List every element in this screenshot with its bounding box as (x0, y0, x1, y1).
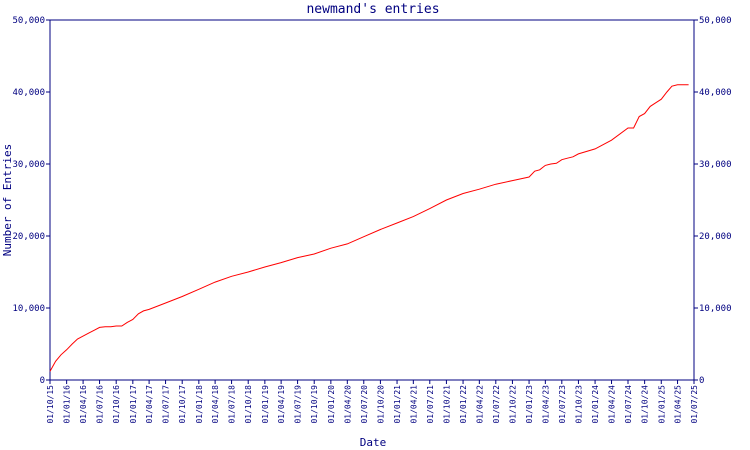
x-tick-label: 01/01/20 (327, 385, 336, 424)
x-tick-label: 01/04/17 (145, 385, 154, 424)
series-line (49, 84, 689, 372)
x-tick-label: 01/01/19 (261, 385, 270, 424)
x-tick-label: 01/07/18 (228, 385, 237, 424)
x-tick-label: 01/10/15 (46, 385, 55, 424)
x-tick-label: 01/04/18 (211, 385, 220, 424)
x-tick-label: 01/07/24 (624, 385, 633, 424)
x-tick-label: 01/07/21 (426, 385, 435, 424)
x-tick-label: 01/04/16 (79, 385, 88, 424)
x-tick-label: 01/07/19 (294, 385, 303, 424)
x-axis: 01/10/15 01/01/16 01/04/16 01/07/16 01/10/16… (46, 380, 699, 424)
x-tick-label: 01/01/24 (591, 385, 600, 424)
x-tick-label: 01/04/23 (541, 385, 550, 424)
y-axis-right: 0 10,000 20,000 30,000 40,000 50,000 (694, 16, 732, 386)
x-tick-label: 01/07/25 (690, 385, 699, 424)
x-tick-label: 01/01/23 (525, 385, 534, 424)
y-tick-label-left: 20,000 (12, 232, 45, 242)
plot-frame (49, 19, 695, 381)
x-tick-label: 01/10/23 (574, 385, 583, 424)
x-tick-label: 01/07/17 (162, 385, 171, 424)
x-tick-label: 01/04/25 (674, 385, 683, 424)
x-tick-label: 01/07/22 (492, 385, 501, 424)
y-tick-label-right: 0 (699, 376, 704, 386)
y-tick-label-right: 30,000 (699, 160, 732, 170)
y-tick-label-left: 0 (40, 376, 45, 386)
y-tick-label-right: 50,000 (699, 16, 732, 26)
x-tick-label: 01/04/20 (343, 385, 352, 424)
x-tick-label: 01/01/18 (195, 385, 204, 424)
x-tick-label: 01/10/20 (376, 385, 385, 424)
x-tick-label: 01/10/19 (310, 385, 319, 424)
x-tick-label: 01/10/24 (641, 385, 650, 424)
x-tick-label: 01/07/16 (96, 385, 105, 424)
x-tick-label: 01/10/16 (112, 385, 121, 424)
x-tick-label: 01/04/21 (409, 385, 418, 424)
x-tick-label: 01/01/16 (63, 385, 72, 424)
y-tick-label-left: 40,000 (12, 88, 45, 98)
series-layer (49, 84, 689, 372)
y-tick-label-right: 40,000 (699, 88, 732, 98)
x-tick-label: 01/01/25 (657, 385, 666, 424)
chart-title: newmand's entries (306, 2, 439, 17)
x-tick-label: 01/10/17 (178, 385, 187, 424)
y-axis-left: 0 10,000 20,000 30,000 40,000 50,000 (12, 16, 50, 386)
y-tick-label-right: 10,000 (699, 304, 732, 314)
y-tick-label-right: 20,000 (699, 232, 732, 242)
x-tick-label: 01/04/22 (475, 385, 484, 424)
x-tick-label: 01/10/22 (508, 385, 517, 424)
x-axis-label: Date (360, 436, 387, 449)
x-tick-label: 01/01/21 (393, 385, 402, 424)
x-tick-label: 01/07/20 (360, 385, 369, 424)
y-tick-label-left: 50,000 (12, 16, 45, 26)
x-tick-label: 01/10/18 (244, 385, 253, 424)
y-axis-label: Number of Entries (1, 144, 14, 257)
x-tick-label: 01/10/21 (442, 385, 451, 424)
x-tick-label: 01/01/22 (459, 385, 468, 424)
x-tick-label: 01/07/23 (558, 385, 567, 424)
y-tick-label-left: 10,000 (12, 304, 45, 314)
x-tick-label: 01/04/24 (608, 385, 617, 424)
y-tick-label-left: 30,000 (12, 160, 45, 170)
x-tick-label: 01/01/17 (129, 385, 138, 424)
x-tick-label: 01/04/19 (277, 385, 286, 424)
